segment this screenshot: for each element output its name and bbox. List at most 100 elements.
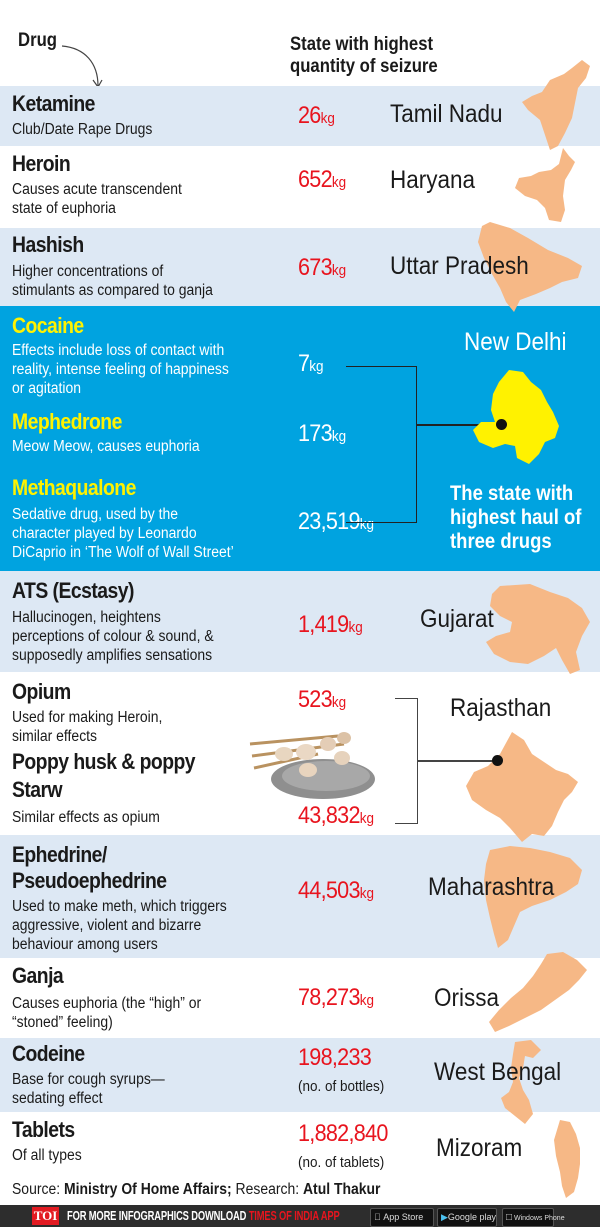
seizure-quantity: 673kg bbox=[298, 254, 347, 281]
drug-desc: Hallucinogen, heightens bbox=[12, 609, 161, 626]
drug-desc: DiCaprio in ‘The Wolf of Wall Street’ bbox=[12, 544, 234, 561]
row-hashish: Hashish Higher concentrations of stimula… bbox=[0, 228, 600, 306]
seizure-quantity: 652kg bbox=[298, 166, 347, 193]
delhi-caption-line3: three drugs bbox=[450, 530, 552, 553]
drug-desc: stimulants as compared to ganja bbox=[12, 282, 213, 299]
seizure-quantity: 173kg bbox=[298, 420, 347, 447]
row-heroin: Heroin Causes acute transcendent state o… bbox=[0, 146, 600, 228]
state-column-header-line1: State with highest bbox=[290, 34, 434, 55]
state-name: Gujarat bbox=[420, 605, 494, 633]
drug-desc: aggressive, violent and bizarre bbox=[12, 917, 202, 934]
seizure-quantity: 44,503kg bbox=[298, 877, 375, 904]
state-name: Haryana bbox=[390, 166, 476, 194]
windows-icon: □ bbox=[506, 1212, 513, 1223]
drug-desc: reality, intense feeling of happiness bbox=[12, 361, 229, 378]
location-dot-icon bbox=[496, 419, 507, 430]
toi-logo: TOI bbox=[32, 1207, 59, 1225]
quantity-note: (no. of bottles) bbox=[298, 1078, 385, 1095]
drug-desc: perceptions of colour & sound, & bbox=[12, 628, 214, 645]
drug-desc: behaviour among users bbox=[12, 936, 158, 953]
drug-desc: Base for cough syrups— bbox=[12, 1071, 165, 1088]
drug-desc: “stoned” feeling) bbox=[12, 1014, 113, 1031]
drug-desc: Causes euphoria (the “high” or bbox=[12, 995, 202, 1012]
seizure-quantity: 26kg bbox=[298, 102, 335, 129]
google-play-badge[interactable]: ▶Google play bbox=[437, 1208, 497, 1227]
drug-name: Poppy husk & poppy bbox=[12, 749, 196, 774]
gujarat-map-icon bbox=[486, 584, 590, 674]
row-codeine: Codeine Base for cough syrups— sedating … bbox=[0, 1038, 600, 1112]
drug-desc: Causes acute transcendent bbox=[12, 181, 182, 198]
seizure-quantity: 7kg bbox=[298, 350, 324, 377]
state-name: West Bengal bbox=[434, 1058, 562, 1086]
delhi-caption-line1: The state with bbox=[450, 482, 574, 505]
rajasthan-map-icon bbox=[466, 732, 578, 842]
uttar-pradesh-map-icon bbox=[478, 222, 582, 312]
drug-desc: similar effects bbox=[12, 728, 98, 745]
new-delhi-map-icon bbox=[473, 370, 559, 464]
haryana-map-icon bbox=[515, 148, 575, 222]
drug-column-header: Drug bbox=[18, 30, 58, 51]
drug-name: Hashish bbox=[12, 232, 84, 257]
seizure-quantity: 43,832kg bbox=[298, 802, 375, 829]
delhi-caption-line2: highest haul of bbox=[450, 506, 582, 529]
drug-desc: Of all types bbox=[12, 1147, 82, 1164]
state-name: Uttar Pradesh bbox=[390, 252, 529, 280]
curved-arrow-icon bbox=[61, 45, 103, 89]
location-dot-icon bbox=[492, 755, 503, 766]
seizure-quantity: 198,233 bbox=[298, 1044, 372, 1071]
state-name: Rajasthan bbox=[450, 694, 552, 722]
seizure-quantity: 1,882,840 bbox=[298, 1120, 388, 1147]
drug-desc: supposedly amplifies sensations bbox=[12, 647, 213, 664]
play-icon: ▶ bbox=[441, 1212, 448, 1222]
seizure-quantity: 523kg bbox=[298, 686, 347, 713]
west-bengal-map-icon bbox=[501, 1040, 541, 1124]
drug-desc: Used to make meth, which triggers bbox=[12, 898, 227, 915]
connector-line bbox=[418, 760, 496, 762]
drug-name: Opium bbox=[12, 679, 71, 704]
seizure-quantity: 78,273kg bbox=[298, 984, 375, 1011]
drug-desc: Club/Date Rape Drugs bbox=[12, 121, 153, 138]
drug-name: Methaqualone bbox=[12, 475, 136, 500]
drug-name: Heroin bbox=[12, 151, 71, 176]
drug-desc: state of euphoria bbox=[12, 200, 116, 217]
footer-bar: TOI FOR MORE INFOGRAPHICS DOWNLOAD TIMES… bbox=[0, 1205, 600, 1227]
drug-name: Cocaine bbox=[12, 313, 84, 338]
footer-promo-text: FOR MORE INFOGRAPHICS DOWNLOAD TIMES OF … bbox=[67, 1208, 340, 1223]
source-credit: Source: Ministry Of Home Affairs; Resear… bbox=[12, 1181, 381, 1198]
drug-name: Codeine bbox=[12, 1041, 85, 1066]
state-name: New Delhi bbox=[464, 328, 567, 356]
drug-desc: or agitation bbox=[12, 380, 82, 397]
row-tablets: Tablets Of all types 1,882,840 (no. of t… bbox=[0, 1112, 600, 1178]
drug-name: Ganja bbox=[12, 963, 64, 988]
drug-name: Ephedrine/ bbox=[12, 842, 107, 867]
maharashtra-map-icon bbox=[484, 846, 582, 948]
app-store-badge[interactable]:  App Store bbox=[370, 1208, 434, 1227]
state-name: Maharashtra bbox=[428, 873, 555, 901]
mizoram-map-icon bbox=[554, 1120, 580, 1198]
orissa-map-icon bbox=[489, 952, 587, 1032]
highlight-block-new-delhi: Cocaine Effects include loss of contact … bbox=[0, 306, 600, 571]
drug-name: Tablets bbox=[12, 1117, 75, 1142]
drug-desc: character played by Leonardo bbox=[12, 525, 197, 542]
drug-name: Pseudoephedrine bbox=[12, 868, 167, 893]
drug-desc: Used for making Heroin, bbox=[12, 709, 163, 726]
state-column-header-line2: quantity of seizure bbox=[290, 56, 438, 77]
drug-desc: Meow Meow, causes euphoria bbox=[12, 438, 200, 455]
seizure-quantity: 1,419kg bbox=[298, 611, 363, 638]
drug-name: Ketamine bbox=[12, 91, 95, 116]
state-name: Tamil Nadu bbox=[390, 100, 503, 128]
drug-desc: Higher concentrations of bbox=[12, 263, 164, 280]
drug-desc: Effects include loss of contact with bbox=[12, 342, 225, 359]
bracket-connector bbox=[395, 698, 418, 824]
windows-phone-badge[interactable]: □ Windows Phone bbox=[502, 1208, 565, 1227]
poppy-pods-image bbox=[249, 732, 375, 799]
drug-desc: Similar effects as opium bbox=[12, 809, 160, 826]
drug-desc: Sedative drug, used by the bbox=[12, 506, 178, 523]
quantity-note: (no. of tablets) bbox=[298, 1154, 385, 1171]
drug-desc: sedating effect bbox=[12, 1090, 103, 1107]
drug-name: Mephedrone bbox=[12, 409, 122, 434]
bracket-connector bbox=[346, 366, 417, 523]
drug-name: ATS (Ecstasy) bbox=[12, 578, 134, 603]
connector-line bbox=[417, 424, 501, 426]
drug-name: Starw bbox=[12, 777, 63, 802]
